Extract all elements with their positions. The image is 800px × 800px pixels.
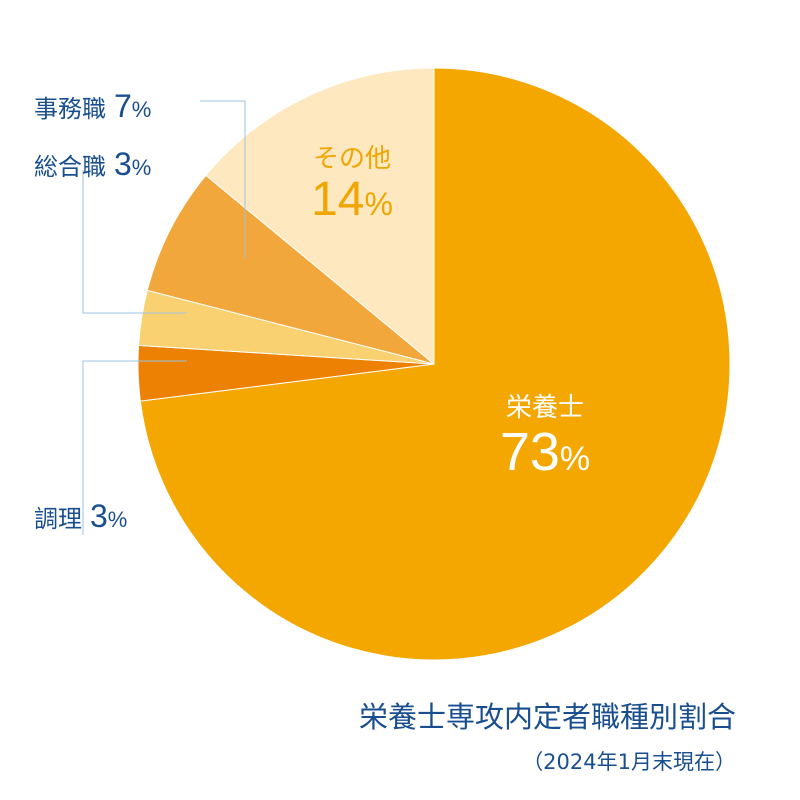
label-eiyoshi-name: 栄養士	[505, 393, 584, 423]
chart-title: 栄養士専攻内定者職種別割合	[358, 700, 736, 734]
chart-subtitle: （2024年1月末現在）	[522, 750, 736, 774]
label-chori-pct-sign: %	[107, 507, 128, 532]
leader-line-chori	[82, 360, 187, 535]
label-eiyoshi-value: 73	[499, 422, 560, 482]
leader-lines	[82, 100, 246, 535]
pie-slice-jimu	[146, 174, 435, 365]
label-sonota-pct-sign: %	[364, 186, 393, 222]
label-jimu-pct-sign: %	[131, 97, 152, 122]
label-jimu: 事務職 7%	[34, 90, 151, 122]
label-chori-value: 3	[90, 498, 108, 534]
label-eiyoshi: 栄養士 73%	[470, 395, 620, 479]
label-jimu-value: 7	[114, 88, 132, 124]
label-chori: 調理 3%	[34, 500, 127, 532]
pie-slice-eiyoshi	[139, 67, 731, 661]
label-jimu-name: 事務職	[34, 95, 106, 123]
leader-line-jimu	[200, 100, 246, 258]
leader-line-sogo	[82, 170, 187, 314]
pie-slice-sonota	[205, 67, 435, 366]
label-sonota: その他 14%	[292, 146, 412, 224]
label-sogo-name: 総合職	[34, 153, 106, 181]
label-sonota-name: その他	[312, 144, 391, 174]
pie-slices	[137, 67, 731, 661]
label-sogo: 総合職 3%	[34, 148, 151, 180]
label-sonota-value: 14	[311, 173, 365, 226]
chart-caption: 栄養士専攻内定者職種別割合 （2024年1月末現在）	[359, 694, 736, 776]
label-eiyoshi-pct-sign: %	[559, 440, 591, 478]
label-sogo-pct-sign: %	[131, 155, 152, 180]
label-chori-name: 調理	[34, 505, 82, 533]
label-sogo-value: 3	[114, 146, 132, 182]
